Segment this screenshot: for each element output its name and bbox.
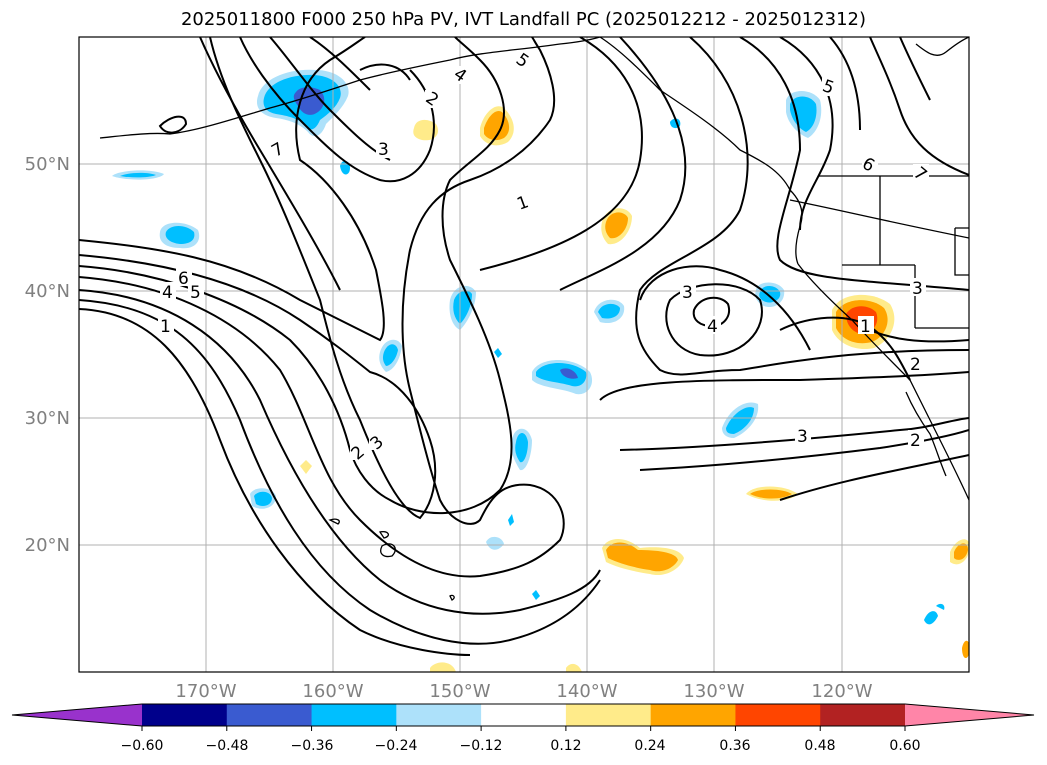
pv-pos-8 <box>962 640 969 658</box>
pv-pos-6b <box>750 489 792 499</box>
colorbar-tick-label: 0.12 <box>550 738 581 754</box>
colorbar-tick-label: 0.48 <box>804 738 835 754</box>
contour-label-group: 5 4 2 7 3 1 6 5 4 1 5 3 4 6 <box>158 50 930 464</box>
colorbar-extend-high <box>905 704 1034 726</box>
lon-label: 130°W <box>683 681 744 702</box>
pv-pos-2 <box>413 119 439 141</box>
pv-blob-4b <box>254 491 272 506</box>
pv-blob-19 <box>532 590 540 600</box>
pv-blob-12b <box>790 96 817 132</box>
pv-blob-8b <box>598 303 620 319</box>
contour-label: 6 <box>178 269 189 289</box>
lat-label: 40°N <box>25 281 70 302</box>
colorbar-tick-label: −0.48 <box>206 738 249 754</box>
contour-label: 4 <box>162 283 173 303</box>
pv-blob-7b <box>536 363 587 387</box>
ivt-contours <box>79 37 969 656</box>
colorbar-cell <box>565 704 652 726</box>
contour-label: 4 <box>707 317 718 337</box>
colorbar-cell <box>650 704 736 726</box>
colorbar-cell <box>481 704 567 726</box>
pv-blob-16 <box>936 603 945 610</box>
pv-blob-17 <box>494 348 502 358</box>
map-title: 2025011800 F000 250 hPa PV, IVT Landfall… <box>180 9 867 30</box>
pv-blob-10b <box>726 407 754 434</box>
lat-label: 20°N <box>25 535 70 556</box>
colorbar-cell <box>820 704 906 726</box>
pv-pos-5b <box>606 542 678 572</box>
lon-labels: 170°W 160°W 150°W 140°W 130°W 120°W <box>175 681 872 702</box>
colorbar-tick-label: −0.24 <box>375 738 418 754</box>
contour-label: 2 <box>910 355 921 375</box>
lon-label: 120°W <box>811 681 872 702</box>
lat-labels: 50°N 40°N 30°N 20°N <box>25 154 70 556</box>
lon-label: 140°W <box>556 681 617 702</box>
pv-blob-1b <box>120 172 156 178</box>
colorbar-tick-label: −0.12 <box>460 738 503 754</box>
pv-blob-5b <box>453 290 472 324</box>
contour-label: 5 <box>190 283 201 303</box>
contour-label: 1 <box>160 317 171 337</box>
colorbar-tick-label: 0.24 <box>634 738 665 754</box>
contour-label: 1 <box>860 317 871 337</box>
colorbar-cell <box>735 704 821 726</box>
colorbar-cell <box>311 704 397 726</box>
pv-blob-7c <box>560 368 578 379</box>
pv-pos-9 <box>300 460 312 474</box>
contour-label: 3 <box>682 283 693 303</box>
pv-pos-7b <box>954 543 968 560</box>
colorbar-ticks: −0.60 −0.48 −0.36 −0.24 −0.12 0.12 0.24 … <box>121 738 921 754</box>
pv-blob-9b <box>759 286 781 303</box>
lon-label: 150°W <box>429 681 490 702</box>
pv-pos-11 <box>566 663 582 672</box>
lon-label: 170°W <box>175 681 236 702</box>
lat-label: 50°N <box>25 154 70 175</box>
colorbar-cell <box>396 704 482 726</box>
colorbar-tick-label: −0.60 <box>121 738 164 754</box>
colorbar-extend-low <box>12 704 142 726</box>
pv-blob-15 <box>924 611 938 625</box>
pv-blob-11b <box>515 433 528 463</box>
colorbar-tick-label: 0.36 <box>719 738 750 754</box>
lon-label: 160°W <box>302 681 363 702</box>
lat-label: 30°N <box>25 408 70 429</box>
pv-blob-18 <box>508 514 514 526</box>
contour-label: 3 <box>797 427 808 447</box>
colorbar-cell <box>142 704 228 726</box>
colorbar: −0.60 −0.48 −0.36 −0.24 −0.12 0.12 0.24 … <box>11 703 1035 754</box>
map-background <box>79 37 969 672</box>
pv-pos-10 <box>430 662 456 672</box>
colorbar-cell <box>226 704 313 726</box>
map-frame <box>78 36 970 673</box>
contour-label: 3 <box>912 279 923 299</box>
colorbar-outline <box>11 703 1035 727</box>
colorbar-tick-label: 0.60 <box>889 738 920 754</box>
coastlines <box>99 37 969 601</box>
colorbar-tick-label: −0.36 <box>291 738 334 754</box>
gridlines <box>79 37 969 672</box>
pv-pos-3b <box>605 212 628 239</box>
pv-blob-6b <box>382 344 398 366</box>
pv-blob-14 <box>486 536 504 550</box>
contour-label: 3 <box>378 140 389 160</box>
contour-label: 2 <box>910 431 921 451</box>
pv-blob-2b <box>165 226 195 244</box>
